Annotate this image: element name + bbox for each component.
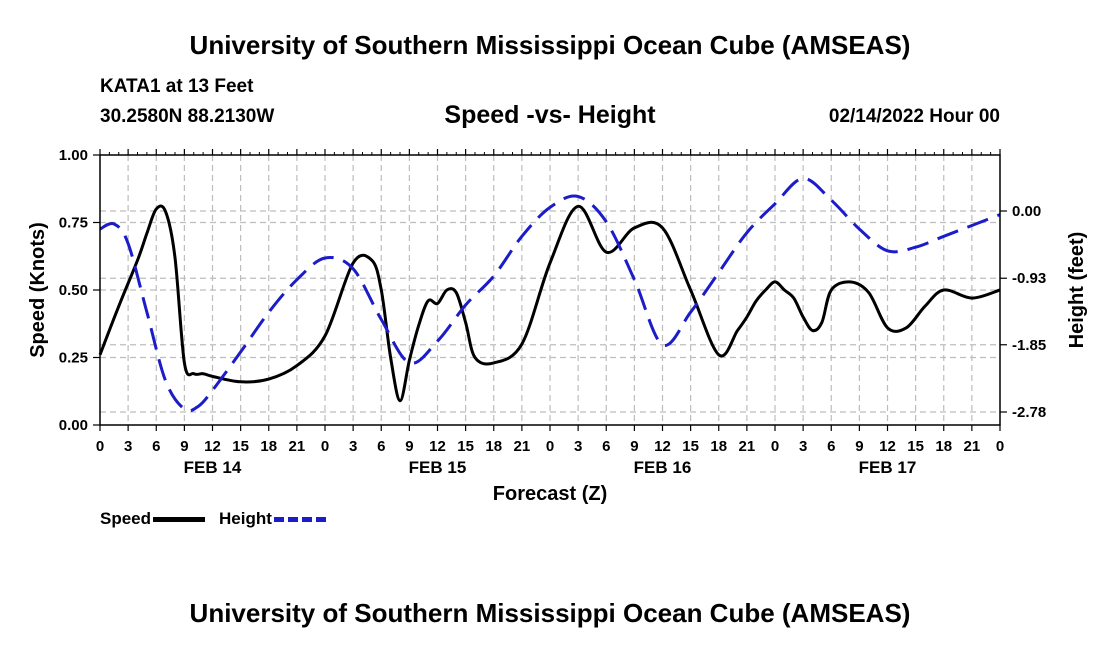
series-line-speed xyxy=(98,204,1001,403)
x-axis-label: Forecast (Z) xyxy=(493,483,607,505)
y2-tick-label: -2.78 xyxy=(1012,404,1046,421)
y-tick-label: 0.25 xyxy=(59,350,88,367)
x-tick-label: 0 xyxy=(96,438,104,455)
x-tick-label: 9 xyxy=(855,438,863,455)
legend: Speed Height xyxy=(100,509,340,529)
day-label: FEB 15 xyxy=(409,458,467,477)
x-tick-label: 21 xyxy=(739,438,756,455)
x-tick-label: 15 xyxy=(682,438,699,455)
x-tick-label: 18 xyxy=(485,438,502,455)
chart-subtitle: Speed -vs- Height xyxy=(444,101,656,129)
legend-height-label: Height xyxy=(219,509,272,528)
x-tick-label: 18 xyxy=(935,438,952,455)
x-tick-label: 9 xyxy=(630,438,638,455)
y-axis-label-height: Height (feet) xyxy=(1066,232,1088,349)
x-tick-label: 9 xyxy=(180,438,188,455)
x-tick-label: 12 xyxy=(429,438,446,455)
x-tick-label: 6 xyxy=(152,438,160,455)
y2-tick-label: -1.85 xyxy=(1012,337,1046,354)
y2-tick-label: 0.00 xyxy=(1012,203,1041,220)
x-tick-label: 0 xyxy=(996,438,1004,455)
x-tick-label: 18 xyxy=(260,438,277,455)
x-tick-label: 9 xyxy=(405,438,413,455)
main-title: University of Southern Mississippi Ocean… xyxy=(189,30,911,60)
x-tick-label: 15 xyxy=(907,438,924,455)
forecast-datestamp: 02/14/2022 Hour 00 xyxy=(828,106,1000,127)
y-tick-label: 0.75 xyxy=(59,215,88,232)
legend-speed-label: Speed xyxy=(100,509,152,528)
x-tick-label: 0 xyxy=(546,438,554,455)
day-label: FEB 17 xyxy=(859,458,917,477)
station-label: KATA1 at 13 Feet xyxy=(100,76,254,97)
x-tick-label: 15 xyxy=(457,438,474,455)
y-tick-label: 0.50 xyxy=(59,282,88,299)
legend-height-swatch xyxy=(273,517,326,523)
day-label: FEB 16 xyxy=(634,458,692,477)
x-tick-label: 18 xyxy=(710,438,727,455)
x-tick-label: 12 xyxy=(654,438,671,455)
y2-tick-label: -0.93 xyxy=(1012,270,1046,287)
x-tick-label: 21 xyxy=(289,438,306,455)
x-tick-label: 15 xyxy=(232,438,249,455)
day-label: FEB 14 xyxy=(184,458,242,477)
footer-title: University of Southern Mississippi Ocean… xyxy=(189,598,911,628)
x-tick-label: 6 xyxy=(827,438,835,455)
x-tick-label: 6 xyxy=(377,438,385,455)
x-tick-label: 0 xyxy=(771,438,779,455)
series-layer xyxy=(98,177,1001,413)
station-coordinates: 30.2580N 88.2130W xyxy=(100,106,275,127)
legend-speed-swatch xyxy=(153,517,206,523)
x-tick-label: 3 xyxy=(799,438,807,455)
series-line-height xyxy=(99,177,1001,413)
x-tick-label: 21 xyxy=(964,438,981,455)
x-tick-label: 3 xyxy=(349,438,357,455)
x-tick-label: 6 xyxy=(602,438,610,455)
y-tick-label: 0.00 xyxy=(59,417,88,434)
x-tick-label: 3 xyxy=(574,438,582,455)
x-tick-label: 12 xyxy=(204,438,221,455)
x-tick-label: 3 xyxy=(124,438,132,455)
grid-layer xyxy=(100,155,1000,425)
x-tick-label: 21 xyxy=(514,438,531,455)
axis-layer: 0 3 6 9 12 15 18 21 0 3 6 9 12 15 18 21 0 3 6 9 12 15 18 21 0 3 6 9… xyxy=(59,147,1046,477)
y-tick-label: 1.00 xyxy=(59,147,88,164)
x-tick-label: 12 xyxy=(879,438,896,455)
x-tick-label: 0 xyxy=(321,438,329,455)
y-axis-label-speed: Speed (Knots) xyxy=(27,222,49,358)
